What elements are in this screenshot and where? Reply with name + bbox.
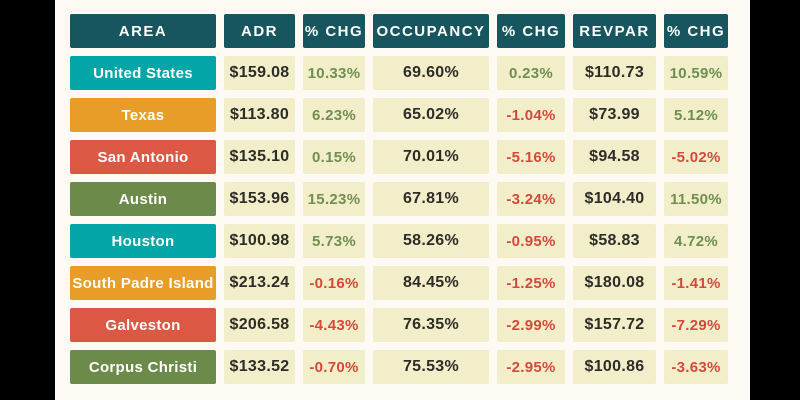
adr-chg-cell: -0.16%	[303, 266, 365, 300]
occupancy-cell: 84.45%	[373, 266, 489, 300]
adr-cell: $159.08	[224, 56, 295, 90]
adr-cell: $135.10	[224, 140, 295, 174]
adr-cell: $100.98	[224, 224, 295, 258]
area-cell: South Padre Island	[70, 266, 216, 300]
revpar-cell: $58.83	[573, 224, 656, 258]
occ-chg-cell: 0.23%	[497, 56, 565, 90]
revpar-chg-cell: 11.50%	[664, 182, 728, 216]
occupancy-cell: 76.35%	[373, 308, 489, 342]
revpar-cell: $94.58	[573, 140, 656, 174]
adr-cell: $113.80	[224, 98, 295, 132]
revpar-cell: $110.73	[573, 56, 656, 90]
occupancy-cell: 65.02%	[373, 98, 489, 132]
adr-cell: $213.24	[224, 266, 295, 300]
area-cell: United States	[70, 56, 216, 90]
adr-chg-cell: 0.15%	[303, 140, 365, 174]
header-cell-area: AREA	[70, 14, 216, 48]
adr-chg-cell: -0.70%	[303, 350, 365, 384]
adr-chg-cell: 6.23%	[303, 98, 365, 132]
occ-chg-cell: -0.95%	[497, 224, 565, 258]
table-panel: AREA ADR % CHG OCCUPANCY % CHG REVPAR % …	[55, 0, 750, 400]
revpar-chg-cell: 10.59%	[664, 56, 728, 90]
occupancy-cell: 58.26%	[373, 224, 489, 258]
revpar-cell: $73.99	[573, 98, 656, 132]
adr-chg-cell: 5.73%	[303, 224, 365, 258]
revpar-cell: $180.08	[573, 266, 656, 300]
adr-chg-cell: 15.23%	[303, 182, 365, 216]
adr-chg-cell: -4.43%	[303, 308, 365, 342]
revpar-chg-cell: 4.72%	[664, 224, 728, 258]
occ-chg-cell: -1.25%	[497, 266, 565, 300]
area-cell: Houston	[70, 224, 216, 258]
header-cell-occ-chg: % CHG	[497, 14, 565, 48]
occupancy-cell: 69.60%	[373, 56, 489, 90]
revpar-chg-cell: -3.63%	[664, 350, 728, 384]
occupancy-cell: 70.01%	[373, 140, 489, 174]
header-cell-revpar: REVPAR	[573, 14, 656, 48]
occ-chg-cell: -5.16%	[497, 140, 565, 174]
occupancy-cell: 75.53%	[373, 350, 489, 384]
revpar-cell: $100.86	[573, 350, 656, 384]
revpar-cell: $104.40	[573, 182, 656, 216]
area-cell: Corpus Christi	[70, 350, 216, 384]
header-cell-adr-chg: % CHG	[303, 14, 365, 48]
occ-chg-cell: -2.95%	[497, 350, 565, 384]
adr-cell: $133.52	[224, 350, 295, 384]
adr-chg-cell: 10.33%	[303, 56, 365, 90]
occ-chg-cell: -1.04%	[497, 98, 565, 132]
area-cell: San Antonio	[70, 140, 216, 174]
revpar-chg-cell: -5.02%	[664, 140, 728, 174]
revpar-chg-cell: 5.12%	[664, 98, 728, 132]
header-cell-adr: ADR	[224, 14, 295, 48]
area-cell: Galveston	[70, 308, 216, 342]
header-cell-revpar-chg: % CHG	[664, 14, 728, 48]
header-cell-occupancy: OCCUPANCY	[373, 14, 489, 48]
revpar-chg-cell: -7.29%	[664, 308, 728, 342]
occ-chg-cell: -2.99%	[497, 308, 565, 342]
adr-cell: $153.96	[224, 182, 295, 216]
adr-cell: $206.58	[224, 308, 295, 342]
revpar-cell: $157.72	[573, 308, 656, 342]
area-cell: Texas	[70, 98, 216, 132]
revpar-chg-cell: -1.41%	[664, 266, 728, 300]
occ-chg-cell: -3.24%	[497, 182, 565, 216]
occupancy-cell: 67.81%	[373, 182, 489, 216]
metrics-table: AREA ADR % CHG OCCUPANCY % CHG REVPAR % …	[70, 14, 728, 384]
area-cell: Austin	[70, 182, 216, 216]
